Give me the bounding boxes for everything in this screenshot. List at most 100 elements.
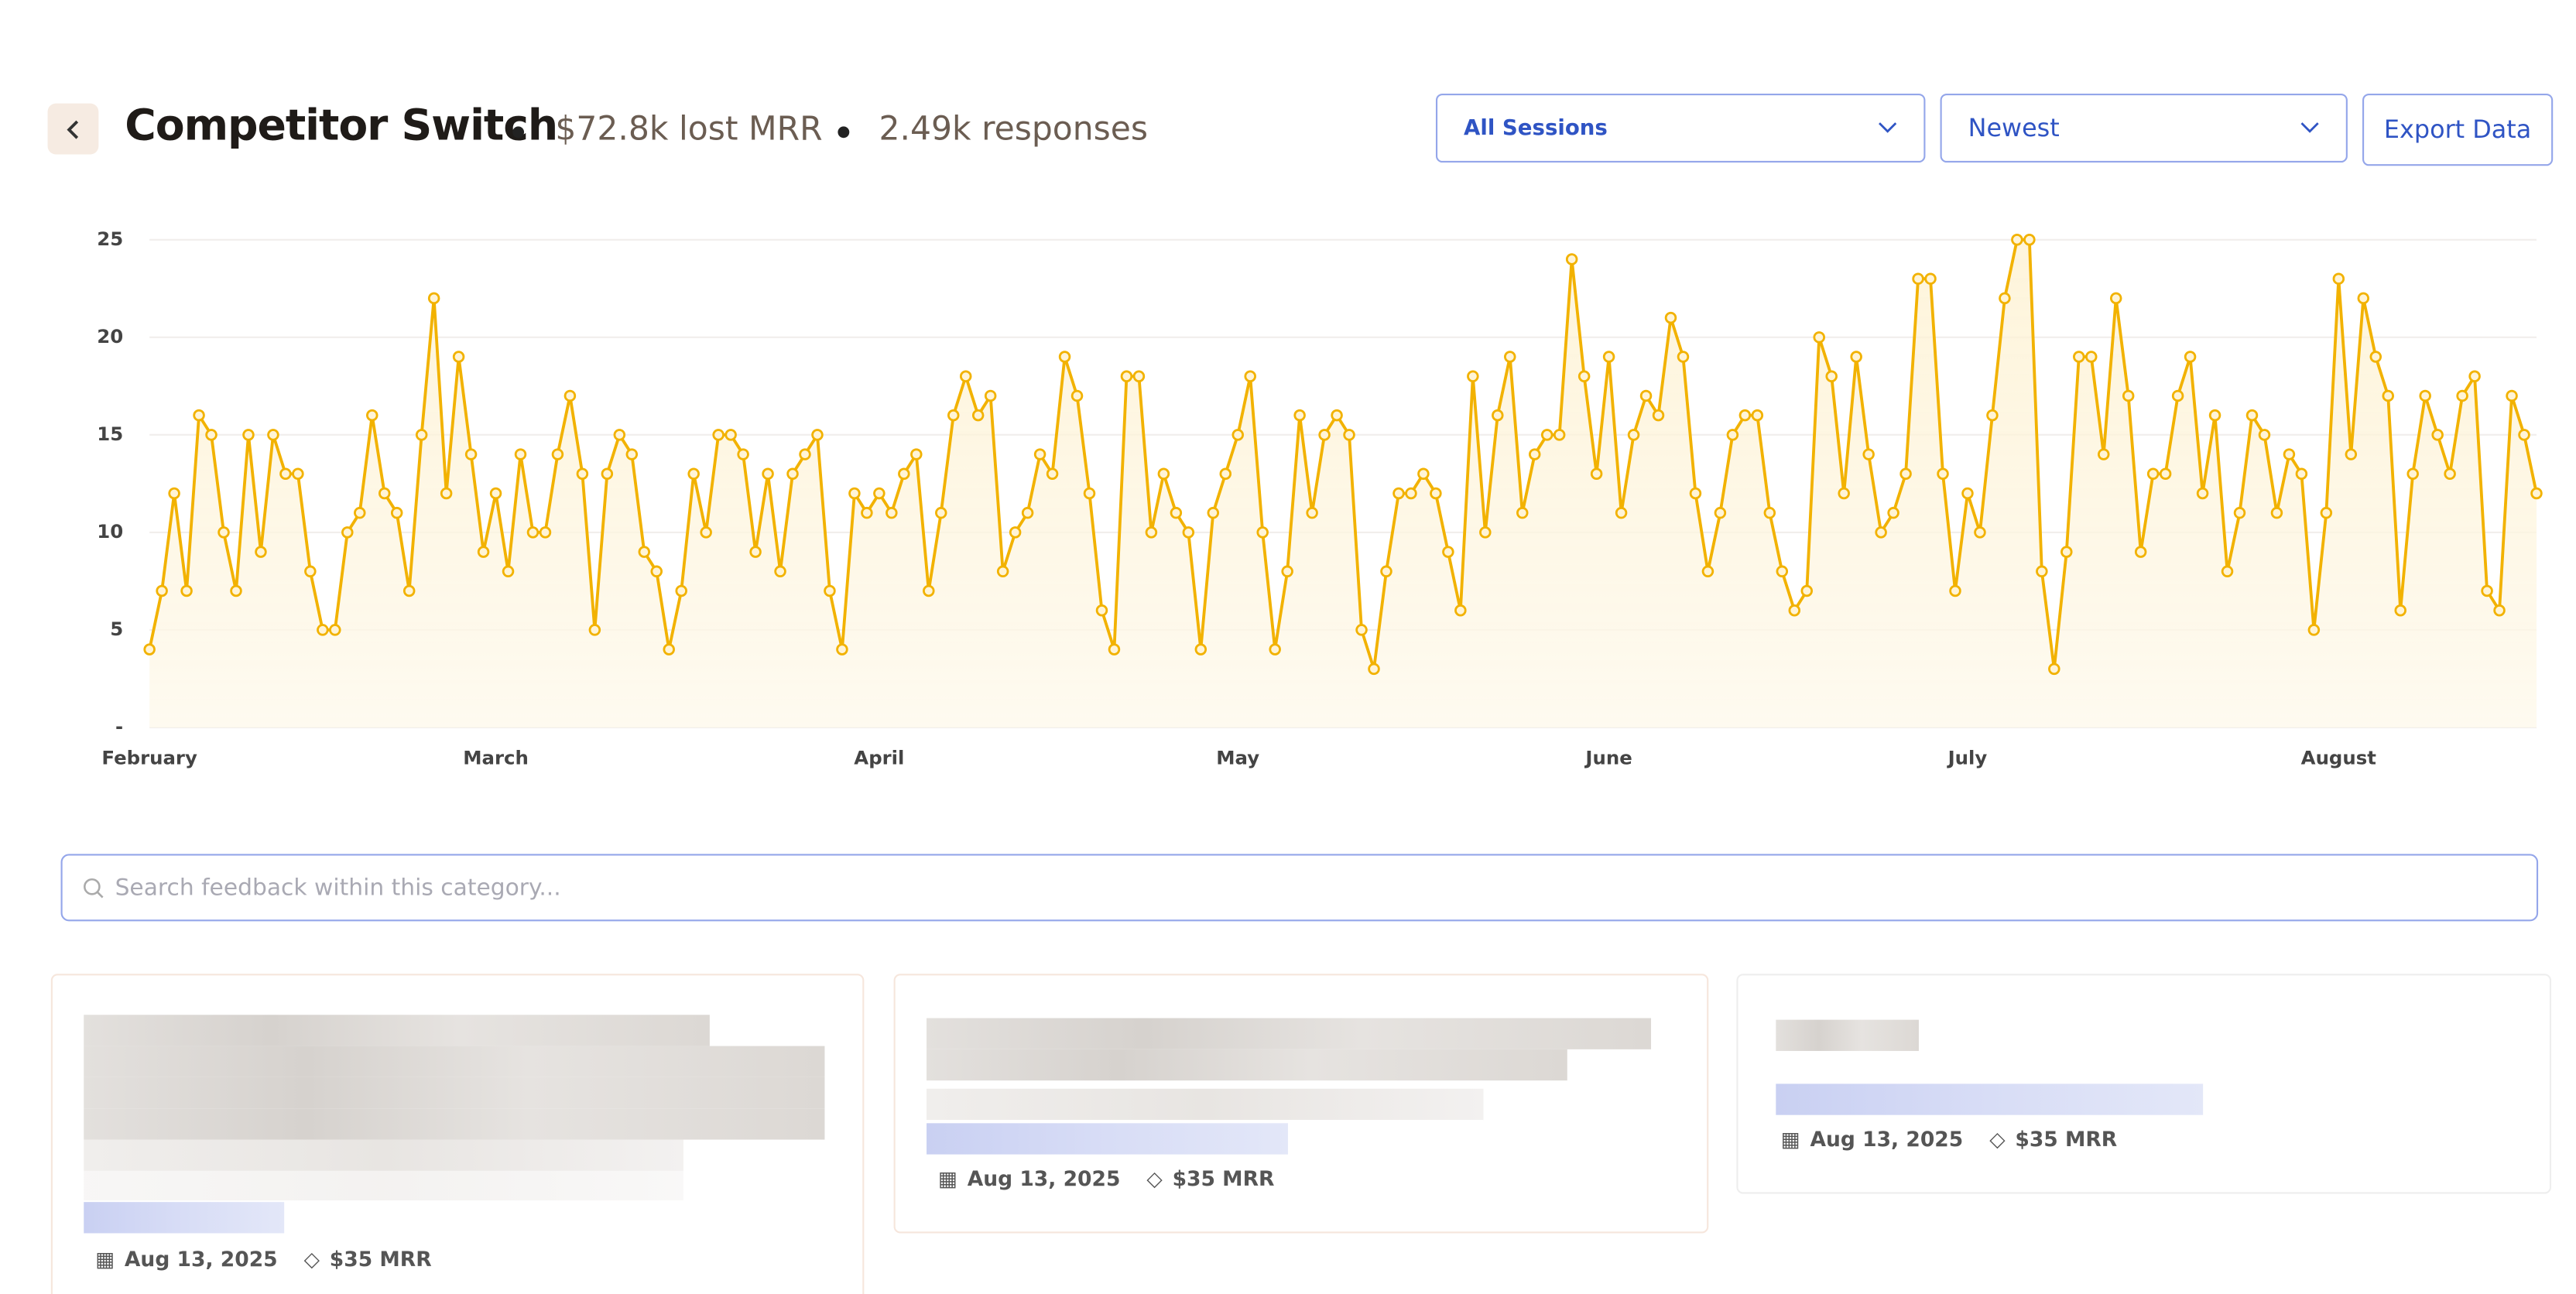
feedback-card[interactable]: ▦ Aug 13, 2025 ◇ $35 MRR [50,974,865,1294]
data-point [1875,526,1887,539]
data-point [601,467,614,481]
session-dropdown[interactable]: All Sessions [1435,93,1926,163]
data-point [1343,429,1355,441]
data-point [2444,467,2456,481]
redacted-text [84,1139,683,1171]
data-point [1776,565,1789,578]
dropdown-label: Newest [1968,113,2060,143]
data-point [2122,389,2135,402]
data-point [873,487,886,500]
data-point [1368,662,1380,676]
data-point [1132,370,1146,382]
data-point [786,467,799,481]
data-point [947,409,960,422]
x-tick-label: March [463,746,529,769]
gem-icon: ◇ [1989,1126,2006,1152]
data-point [576,467,589,481]
line [148,238,2538,671]
search-input[interactable]: Search feedback within this category... [60,854,2539,922]
data-point [292,467,304,481]
data-point [2073,351,2085,363]
data-point [1219,467,1232,481]
data-point [824,584,836,597]
data-point [1182,526,1195,539]
feedback-card[interactable]: ▦ Aug 13, 2025 ◇ $35 MRR [1736,974,2552,1194]
card-footer: ▦ Aug 13, 2025 ◇ $35 MRR [938,1166,1275,1190]
x-tick-label: June [1584,746,1632,769]
data-point [2196,487,2209,500]
data-point [279,467,292,481]
export-button[interactable]: Export Data [2362,93,2554,166]
chevron [2300,122,2319,133]
data-point [2109,292,2122,305]
data-point [1763,506,1776,519]
data-point [1639,389,1653,402]
data-point [526,526,540,539]
data-point [1664,311,1677,324]
data-point [230,584,242,597]
feedback-card[interactable]: ▦ Aug 13, 2025 ◇ $35 MRR [893,974,1709,1234]
data-point [2097,448,2110,460]
data-point [1293,409,1306,422]
data-point [1070,389,1084,402]
data-point [613,429,626,441]
data-point [1949,584,1961,597]
data-point [551,448,564,460]
data-point [1318,429,1331,441]
data-point [650,565,663,578]
data-point [1825,370,1838,382]
data-point [2245,409,2259,422]
data-point [910,448,923,460]
data-point [2171,389,2184,402]
data-point [1738,409,1752,422]
data-point [2159,467,2172,481]
data-point [193,409,205,422]
data-point [1380,565,1392,578]
data-point [1058,351,1071,363]
data-point [1615,506,1628,519]
data-point [2023,234,2036,246]
data-point [2481,584,2493,597]
data-point [2146,467,2160,481]
data-point [1701,565,1714,578]
data-point [1999,292,2011,305]
data-point [1256,526,1269,539]
data-point [923,584,935,597]
data-point [1862,448,1875,460]
data-point [1281,565,1293,578]
data-point [1269,643,1281,656]
data-point [799,448,811,460]
data-point [2382,389,2394,402]
data-point [1961,487,1974,500]
back-icon [66,119,78,139]
y-tick-label: - [115,715,123,738]
data-point [390,506,403,519]
response-count: 2.49k responses [879,108,1148,148]
data-point [2233,506,2246,519]
data-point [366,409,379,422]
card-mrr: $35 MRR [329,1246,432,1272]
data-point [1899,467,1912,481]
sort-dropdown[interactable]: Newest [1940,93,2348,163]
data-point [1231,429,1244,441]
x-tick-label: August [2301,746,2377,769]
data-point [1108,643,1121,656]
back-button[interactable] [47,103,99,155]
search-placeholder: Search feedback within this category... [115,874,561,901]
redacted-tag [1776,1083,2204,1115]
redacted-text [927,1088,1484,1121]
data-point [2221,565,2234,578]
data-point [861,506,873,519]
data-point [1417,467,1430,481]
data-point [267,429,279,441]
data-point [1751,409,1764,422]
dropdown-label: All Sessions [1464,115,1608,141]
data-point [1838,487,1850,500]
data-point [2295,467,2308,481]
page-title: Competitor Switch [125,101,558,152]
data-point [2258,429,2271,441]
data-point [2369,351,2382,363]
data-point [427,292,440,305]
redacted-text [84,1046,825,1077]
data-point [329,624,341,636]
